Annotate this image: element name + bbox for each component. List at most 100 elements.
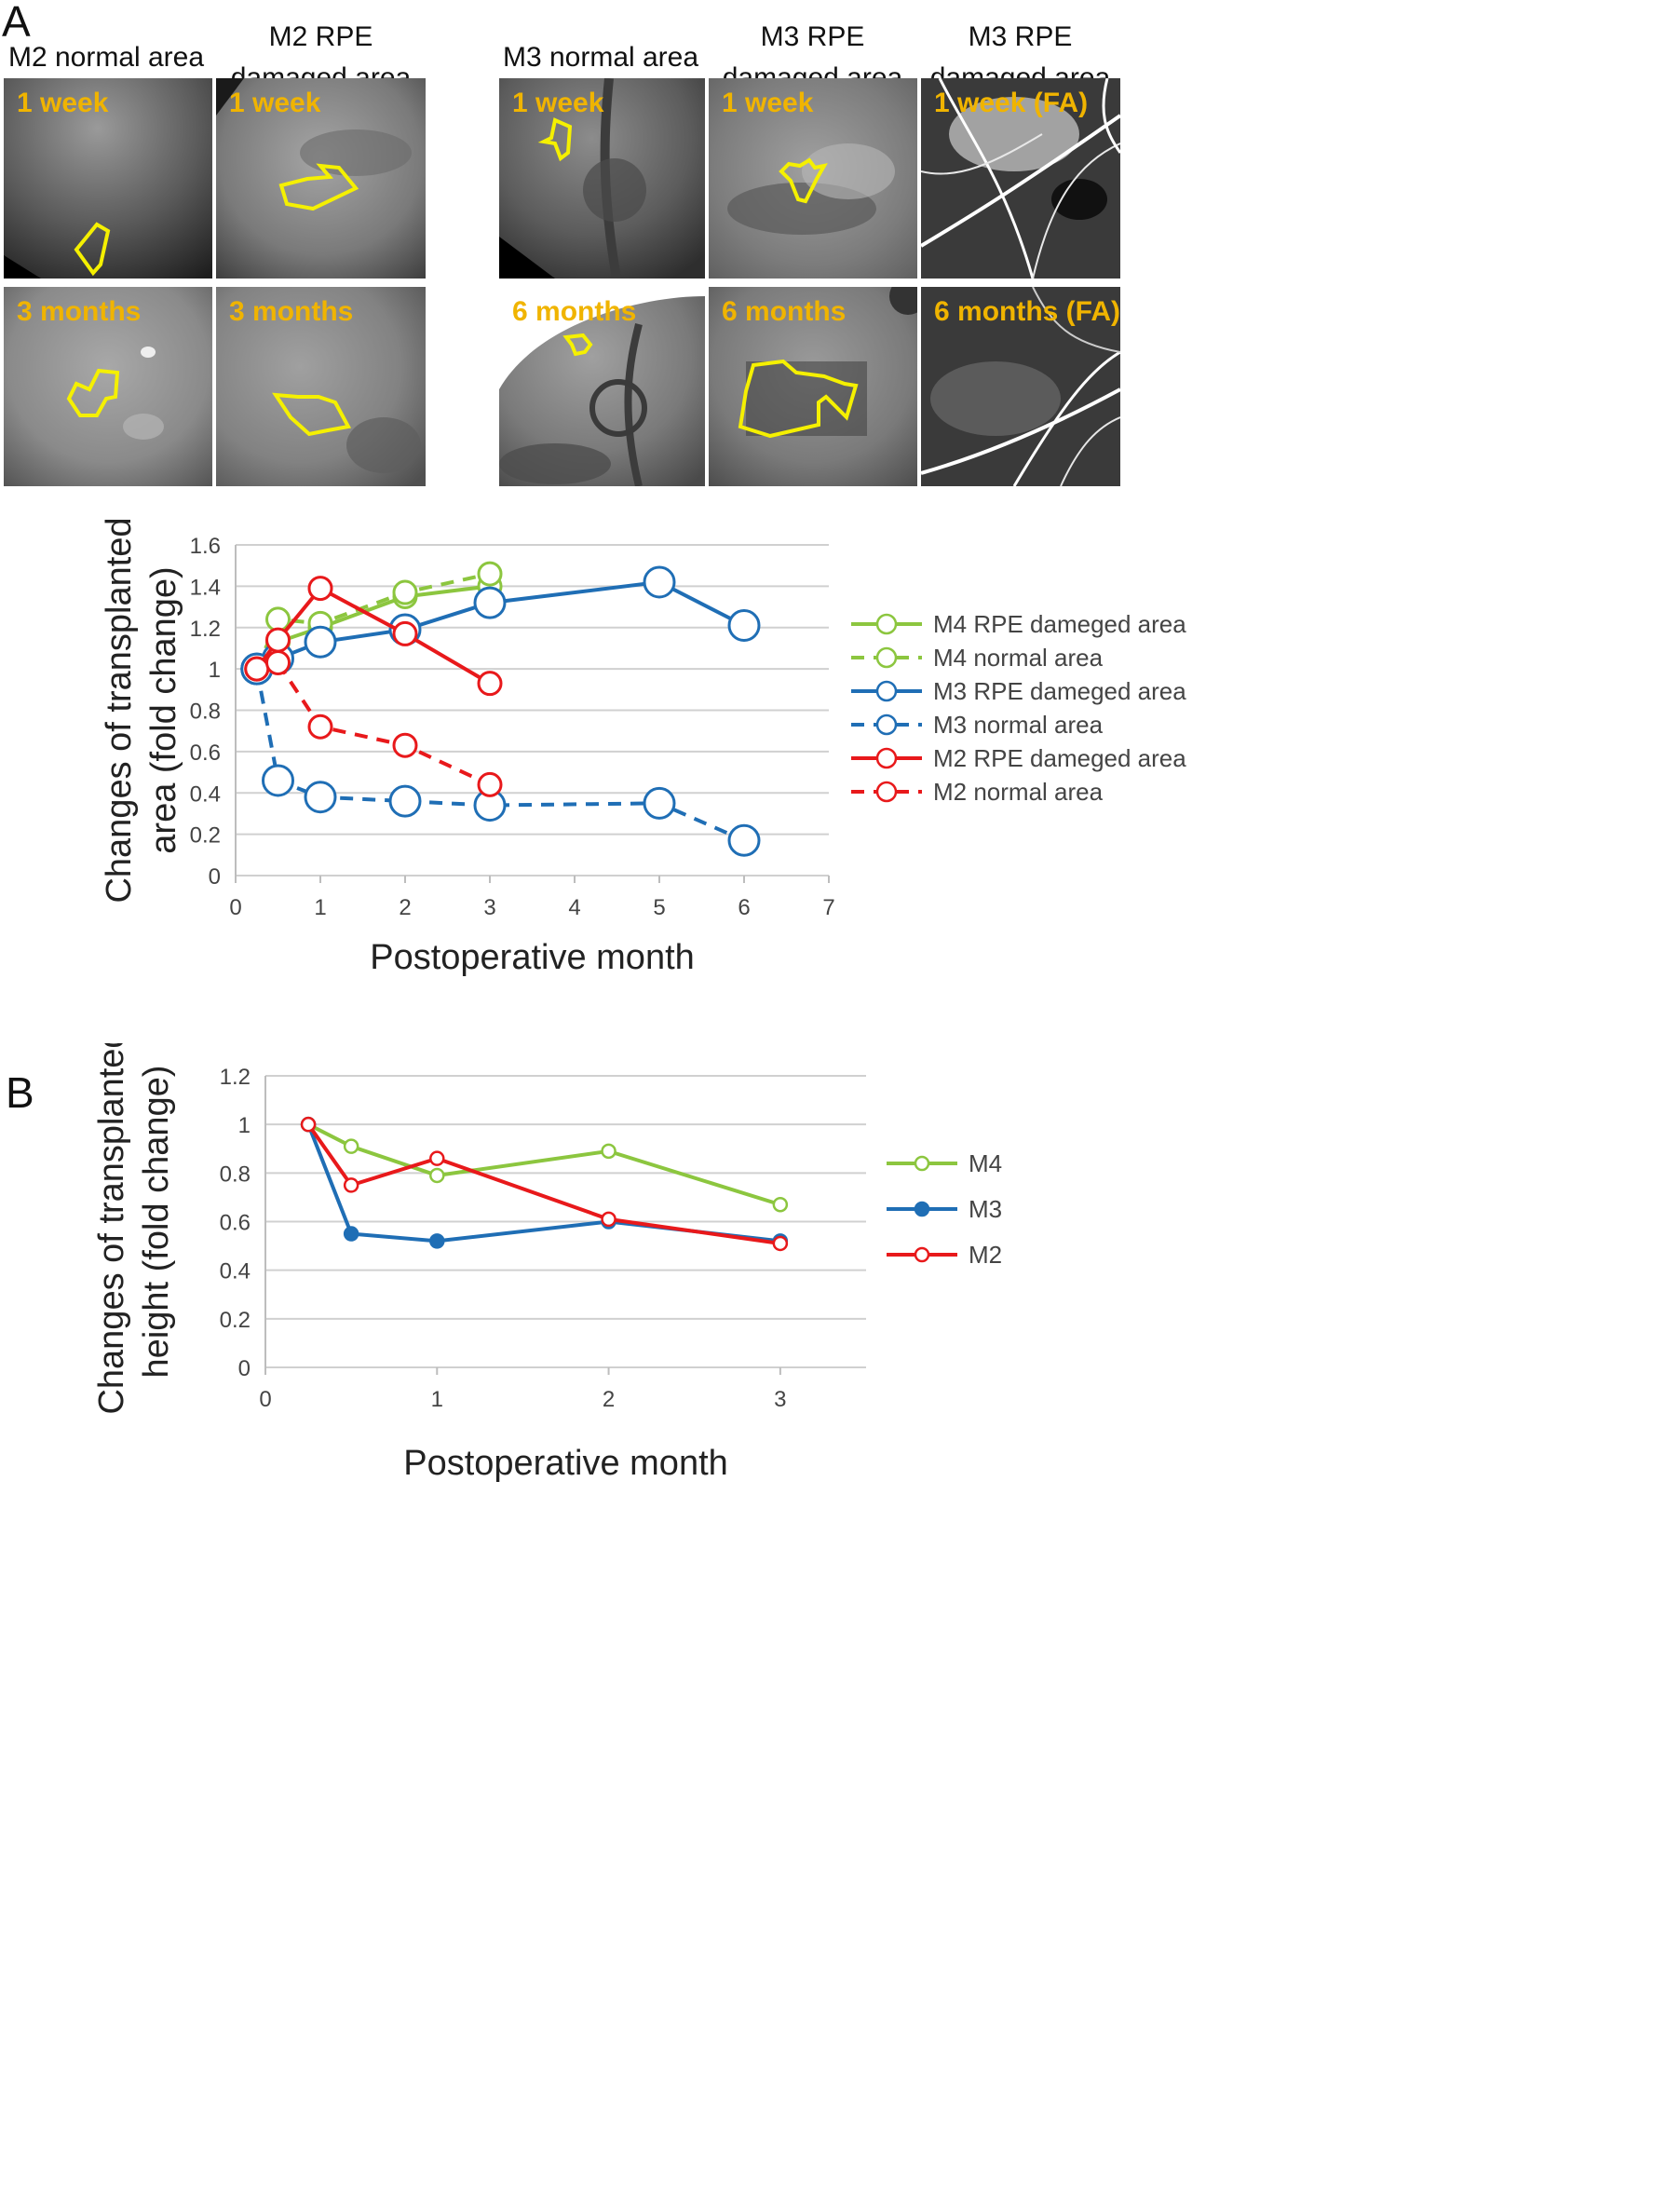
x-axis-title: Postoperative month — [370, 938, 695, 977]
y-tick-label: 1.2 — [220, 1065, 251, 1090]
area-change-chart: 0 0.2 0.4 0.6 0.8 1 1.2 1.4 1.6 0 1 2 3 4 5 6 7 M4 RPE da… — [100, 517, 1186, 977]
y-tick-label: 0.6 — [220, 1211, 251, 1236]
data-point — [601, 1143, 616, 1160]
data-point — [477, 671, 503, 697]
y-tick-label: 1.4 — [190, 575, 221, 600]
y-axis-title-line2: area (fold change) — [144, 566, 183, 853]
legend-marker — [875, 781, 898, 803]
legend-label: M4 normal area — [933, 644, 1104, 672]
y-tick-label: 0.6 — [190, 741, 221, 766]
data-point — [601, 1211, 616, 1228]
legend-label: M4 RPE dameged area — [933, 610, 1186, 638]
x-tick-label: 1 — [314, 895, 326, 920]
y-tick-label: 1.2 — [190, 617, 221, 642]
legend-label: M3 normal area — [933, 711, 1104, 739]
legend-label: M3 — [969, 1195, 1002, 1223]
series-line-6 — [256, 660, 491, 787]
column-title-line1: M3 RPE — [968, 21, 1073, 52]
legend-label: M3 RPE dameged area — [933, 677, 1186, 705]
y-tick-label: 0.4 — [190, 781, 221, 807]
fundus-image-m3-rpe-1week: 1 week — [709, 78, 917, 279]
legend-marker — [875, 646, 898, 669]
y-tick-label: 0.4 — [220, 1259, 251, 1284]
image-label: 3 months — [229, 296, 354, 327]
data-point — [304, 781, 337, 814]
y-tick-label: 0.2 — [220, 1308, 251, 1333]
y-tick-label: 1 — [238, 1113, 251, 1138]
image-label: 6 months — [512, 296, 637, 327]
data-point — [244, 656, 270, 682]
legend-marker — [875, 680, 898, 702]
fundus-image-m3-rpe-fa-6months: 6 months (FA) — [921, 287, 1120, 486]
x-tick-label: 3 — [774, 1387, 786, 1412]
data-point — [772, 1235, 789, 1252]
data-point — [304, 625, 337, 659]
data-point — [727, 609, 761, 643]
x-tick-label: 7 — [822, 895, 834, 920]
data-point — [392, 732, 418, 758]
x-tick-label: 2 — [603, 1387, 615, 1412]
data-point — [429, 1167, 445, 1184]
column-title-line1: M2 normal area — [7, 42, 205, 73]
data-point — [473, 586, 507, 619]
fundus-image-m2-rpe-1week: 1 week — [216, 78, 426, 279]
fundus-image-m2-rpe-3months: 3 months — [216, 287, 426, 486]
column-title-line1: M3 RPE — [760, 21, 865, 52]
x-tick-label: 6 — [738, 895, 750, 920]
data-point — [392, 620, 418, 646]
panel-b-letter: B — [6, 1068, 34, 1117]
y-tick-label: 1 — [209, 658, 221, 683]
data-point — [429, 1150, 445, 1166]
data-point — [727, 823, 761, 857]
y-tick-label: 0.2 — [190, 823, 221, 849]
x-tick-label: 1 — [431, 1387, 443, 1412]
series-line-1 — [307, 1122, 781, 1207]
fundus-image-m2-normal-1week: 1 week — [4, 78, 212, 279]
y-tick-label: 0 — [209, 864, 221, 890]
data-point — [429, 1233, 445, 1249]
y-axis-title-line2: height (fold change) — [137, 1066, 176, 1379]
panel-a-letter: A — [2, 0, 31, 46]
image-label: 1 week — [722, 88, 814, 118]
x-tick-label: 0 — [229, 895, 241, 920]
image-label: 6 months — [722, 296, 847, 327]
data-point — [772, 1196, 789, 1213]
data-point — [300, 1116, 317, 1133]
legend-label: M2 normal area — [933, 778, 1104, 806]
data-point — [643, 565, 676, 599]
data-point — [265, 627, 291, 653]
data-point — [262, 764, 294, 797]
legend-label: M4 — [969, 1149, 1002, 1177]
data-point — [265, 649, 291, 675]
data-point — [477, 561, 503, 587]
data-point — [343, 1226, 359, 1242]
height-change-chart: 0 0.2 0.4 0.6 0.8 1 1.2 0 1 2 3 M4 M3 M2 Postoperative… — [92, 1043, 1002, 1483]
legend-marker — [914, 1155, 930, 1172]
y-axis-title-line1: Changes of transplanted — [92, 1043, 131, 1415]
fundus-image-m3-rpe-fa-1week: 1 week (FA) — [921, 78, 1120, 279]
x-tick-label: 2 — [399, 895, 411, 920]
legend-marker — [875, 613, 898, 635]
column-title-line1: M2 RPE — [268, 21, 373, 52]
legend-label: M2 RPE dameged area — [933, 744, 1186, 772]
fundus-image-m3-normal-6months: 6 months — [499, 287, 705, 486]
y-tick-label: 1.6 — [190, 534, 221, 559]
data-point — [307, 576, 333, 602]
data-point — [343, 1138, 359, 1154]
x-tick-label: 5 — [653, 895, 665, 920]
data-point — [643, 786, 676, 820]
fundus-image-m3-rpe-6months: 6 months — [709, 287, 917, 486]
legend-marker — [914, 1246, 930, 1263]
legend-label: M2 — [969, 1241, 1002, 1269]
image-label: 6 months (FA) — [934, 296, 1120, 327]
image-label: 1 week — [229, 88, 321, 118]
image-label: 1 week (FA) — [934, 88, 1089, 118]
image-label: 1 week — [512, 88, 604, 118]
x-axis-title: Postoperative month — [403, 1444, 728, 1483]
legend-marker — [875, 747, 898, 769]
data-point — [265, 606, 291, 632]
legend-marker — [875, 713, 898, 736]
legend-marker — [914, 1201, 930, 1217]
data-point — [388, 784, 422, 818]
fundus-image-m3-normal-1week: 1 week — [499, 78, 705, 279]
